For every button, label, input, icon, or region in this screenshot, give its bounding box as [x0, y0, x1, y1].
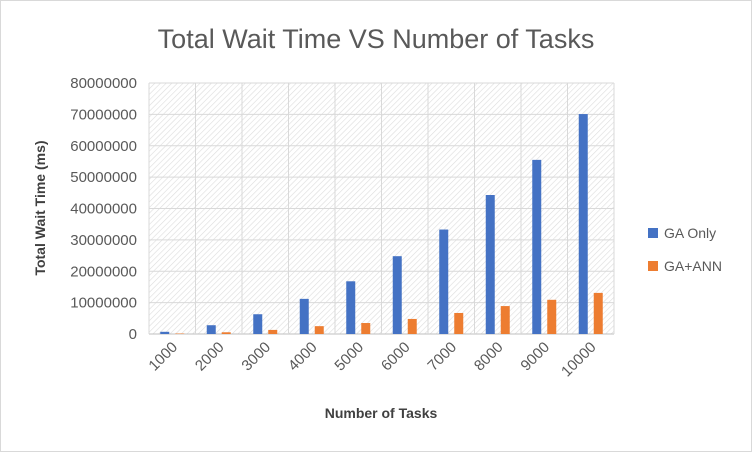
bar-ga-ann-3000	[268, 329, 278, 334]
x-tick-label: 3000	[238, 339, 274, 375]
y-tick-label: 0	[129, 326, 137, 343]
x-tick-label: 10000	[558, 339, 600, 381]
y-tick-label: 20000000	[70, 263, 137, 280]
bar-ga-only-9000	[532, 159, 542, 334]
y-tick-label: 30000000	[70, 232, 137, 249]
y-axis-tick-labels: 0 10000000 20000000 30000000 40000000 5000000…	[70, 75, 137, 343]
bars	[160, 114, 603, 334]
x-tick-label: 8000	[471, 339, 507, 375]
x-axis-label: Number of Tasks	[325, 405, 438, 421]
legend: GA Only GA+ANN	[648, 225, 722, 274]
bar-ga-ann-2000	[221, 332, 231, 334]
bar-ga-ann-7000	[454, 312, 464, 334]
legend-label: GA+ANN	[664, 258, 722, 274]
x-tick-label: 4000	[285, 339, 321, 375]
chart-title: Total Wait Time VS Number of Tasks	[158, 24, 595, 54]
x-tick-label: 1000	[145, 339, 181, 375]
bar-ga-ann-4000	[314, 326, 324, 334]
bar-ga-ann-5000	[361, 323, 371, 334]
bar-ga-ann-10000	[593, 292, 603, 334]
bar-ga-ann-8000	[500, 306, 510, 334]
x-tick-label: 9000	[517, 339, 553, 375]
x-tick-label: 2000	[192, 339, 228, 375]
legend-label: GA Only	[664, 225, 716, 241]
x-tick-label: 6000	[378, 339, 414, 375]
bar-ga-only-10000	[578, 114, 588, 334]
bar-ga-ann-9000	[547, 299, 557, 334]
bar-ga-ann-6000	[407, 318, 417, 334]
bar-ga-only-8000	[485, 195, 495, 334]
bar-ga-only-6000	[392, 256, 402, 334]
bar-ga-only-7000	[439, 229, 449, 334]
y-tick-label: 70000000	[70, 106, 137, 123]
x-tick-label: 7000	[424, 339, 460, 375]
bar-ga-only-3000	[253, 314, 263, 334]
y-tick-label: 80000000	[70, 75, 137, 92]
y-tick-label: 60000000	[70, 138, 137, 155]
y-axis-label: Total Wait Time (ms)	[32, 140, 48, 275]
x-tick-label: 5000	[331, 339, 367, 375]
x-axis-tick-labels: 1000 2000 3000 4000 5000 6000 7000 8000 9000 1000…	[145, 339, 599, 381]
legend-swatch	[648, 261, 658, 271]
y-tick-label: 40000000	[70, 201, 137, 218]
bar-ga-only-4000	[299, 298, 309, 334]
y-tick-label: 50000000	[70, 169, 137, 186]
bar-ga-only-5000	[346, 281, 356, 334]
bar-ga-only-1000	[160, 331, 170, 334]
y-tick-label: 10000000	[70, 295, 137, 312]
bar-ga-only-2000	[206, 325, 216, 334]
legend-swatch	[648, 228, 658, 238]
